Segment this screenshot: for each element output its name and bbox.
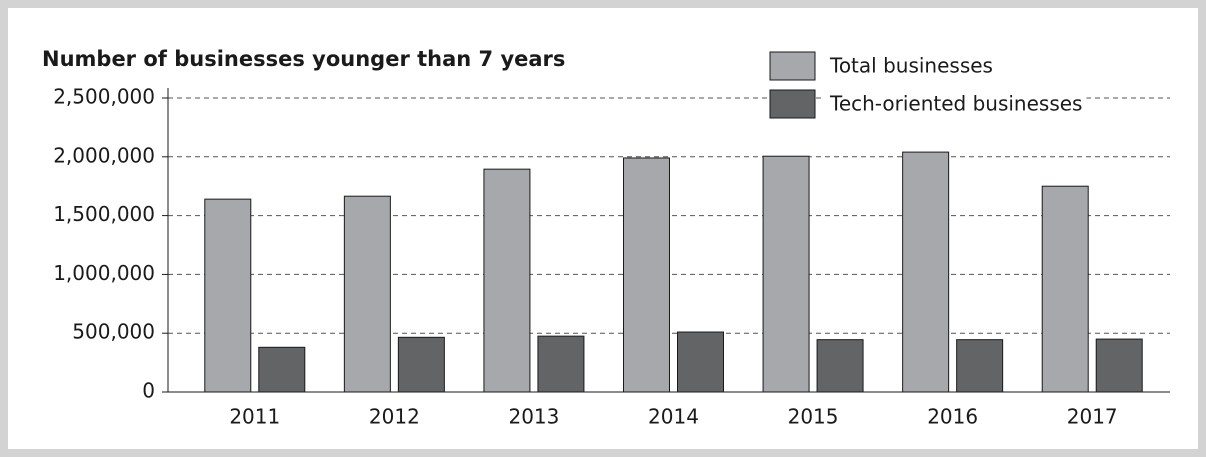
- x-tick-label: 2011: [229, 405, 280, 429]
- bar: [537, 335, 585, 393]
- y-tick-label: 500,000: [72, 320, 155, 344]
- x-tick-label: 2014: [648, 405, 699, 429]
- chart-title: Number of businesses younger than 7 year…: [42, 47, 565, 71]
- x-tick-label: 2015: [788, 405, 839, 429]
- bar: [677, 331, 724, 393]
- bar: [258, 346, 306, 393]
- bar: [623, 157, 670, 393]
- bar: [343, 195, 391, 393]
- bar: [397, 336, 445, 393]
- x-tick-label: 2013: [508, 405, 559, 429]
- x-tick-label: 2017: [1067, 405, 1118, 429]
- y-tick-label: 0: [142, 379, 155, 403]
- bar: [1095, 338, 1143, 393]
- legend-label: Total businesses: [829, 54, 993, 78]
- legend-swatch: [769, 89, 816, 119]
- y-tick-label: 1,500,000: [53, 202, 155, 226]
- bar: [204, 198, 252, 393]
- x-tick-label: 2016: [927, 405, 978, 429]
- y-tick-label: 1,000,000: [53, 261, 155, 285]
- legend-label: Tech-oriented businesses: [829, 92, 1082, 116]
- bar: [816, 339, 864, 393]
- title-bg: [42, 47, 566, 71]
- y-tick-label: 2,000,000: [53, 143, 155, 167]
- bar: [902, 151, 950, 393]
- bar: [1041, 185, 1089, 393]
- bar: [956, 339, 1004, 393]
- legend-swatch: [769, 51, 816, 81]
- legend-bg: [825, 91, 1087, 116]
- bar: [762, 155, 810, 393]
- x-tick-label: 2012: [369, 405, 420, 429]
- y-tick-label: 2,500,000: [53, 85, 155, 109]
- bar: [483, 168, 531, 393]
